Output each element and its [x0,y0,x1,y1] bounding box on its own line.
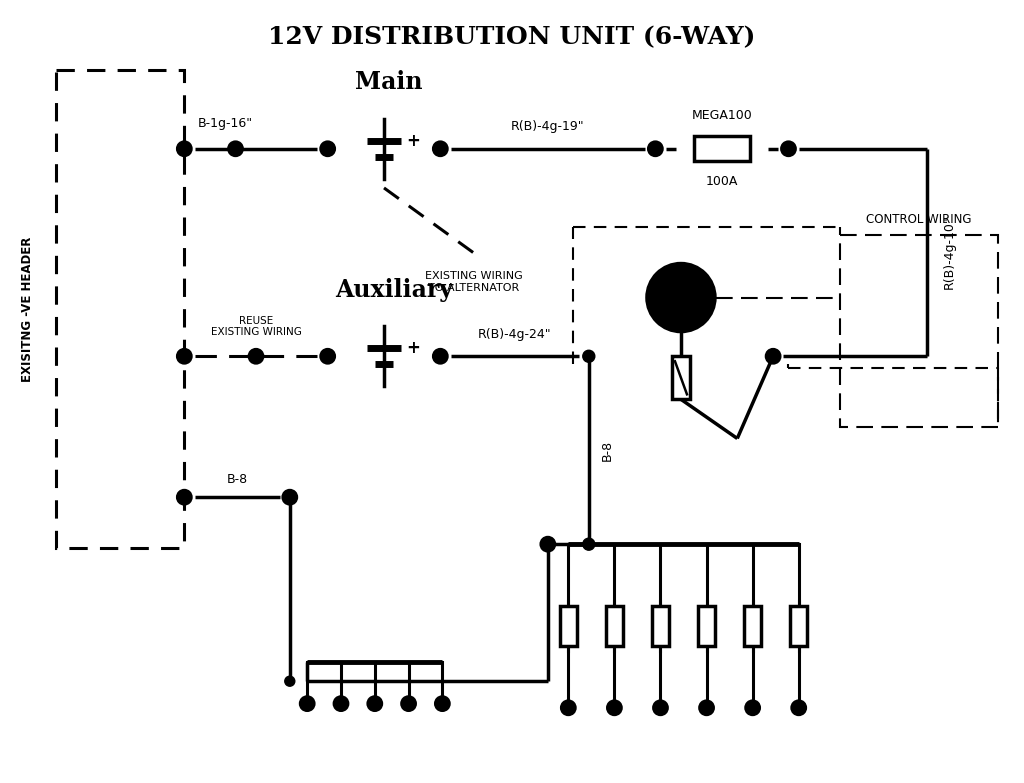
Circle shape [321,142,335,156]
Circle shape [177,142,191,156]
Text: B-1g-16": B-1g-16" [198,117,253,130]
Circle shape [300,697,314,711]
Circle shape [583,350,595,363]
Circle shape [607,701,622,715]
Bar [652,606,669,647]
Circle shape [334,697,348,711]
Circle shape [653,701,668,715]
Text: B-8: B-8 [601,440,613,460]
Text: 100A: 100A [706,175,738,188]
Text: Auxiliary: Auxiliary [335,278,454,301]
Circle shape [433,142,447,156]
Circle shape [177,490,191,504]
Circle shape [177,349,191,363]
Circle shape [285,677,295,686]
Bar [744,606,761,647]
Text: +: + [406,132,420,150]
Bar [560,606,577,647]
Circle shape [766,349,780,363]
Text: R(B)-4g-19": R(B)-4g-19" [511,121,585,133]
Circle shape [435,697,450,711]
Circle shape [321,349,335,363]
Text: +: + [406,339,420,357]
Text: B-8: B-8 [226,474,248,486]
Bar [56,70,184,548]
Circle shape [283,490,297,504]
Circle shape [561,701,575,715]
Circle shape [228,142,243,156]
Circle shape [781,142,796,156]
Circle shape [249,349,263,363]
Circle shape [648,142,663,156]
Text: R(B)-4g-10": R(B)-4g-10" [943,215,955,290]
Bar [606,606,623,647]
Circle shape [541,537,555,551]
Text: CONTROL WIRING: CONTROL WIRING [866,213,972,226]
Circle shape [368,697,382,711]
Bar [672,356,690,399]
Circle shape [699,701,714,715]
Circle shape [647,264,715,331]
Bar [791,606,807,647]
Circle shape [745,701,760,715]
Text: MEGA100: MEGA100 [691,110,753,122]
Text: REUSE
EXISTING WIRING: REUSE EXISTING WIRING [211,316,301,337]
Circle shape [583,538,595,550]
Bar [694,136,750,161]
Text: EXISTING WIRING
TO ALTERNATOR: EXISTING WIRING TO ALTERNATOR [425,271,522,293]
Circle shape [792,701,806,715]
Circle shape [433,349,447,363]
Bar [840,235,998,427]
Circle shape [543,539,553,549]
Circle shape [401,697,416,711]
Text: 12V DISTRIBUTION UNIT (6-WAY): 12V DISTRIBUTION UNIT (6-WAY) [268,26,756,49]
Text: C: C [672,287,690,309]
Text: EXISITNG -VE HEADER: EXISITNG -VE HEADER [22,236,34,382]
Text: Main: Main [355,70,423,94]
Bar [698,606,715,647]
Text: R(B)-4g-24": R(B)-4g-24" [478,328,551,341]
